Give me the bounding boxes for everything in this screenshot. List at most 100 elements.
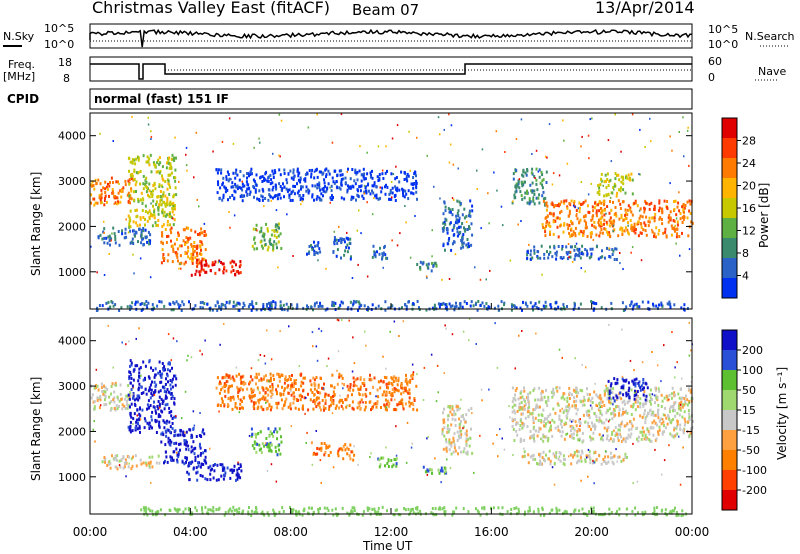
heatmap-cell <box>331 176 334 180</box>
heatmap-cell <box>405 373 407 377</box>
heatmap-cell <box>573 257 576 261</box>
heatmap-cell <box>611 455 614 459</box>
heatmap-speckle <box>544 155 547 158</box>
heatmap-cell <box>243 303 246 307</box>
heatmap-cell <box>320 442 323 445</box>
heatmap-cell <box>301 395 304 399</box>
heatmap-cell <box>108 395 111 399</box>
heatmap-cell <box>336 452 339 456</box>
heatmap-speckle <box>142 196 144 199</box>
heatmap-cell <box>684 394 687 398</box>
heatmap-cell <box>680 400 683 404</box>
heatmap-cell <box>526 253 529 257</box>
heatmap-cell <box>338 406 340 410</box>
heatmap-cell <box>323 395 326 399</box>
nave-tick-top: 60 <box>708 55 722 68</box>
heatmap-cell <box>387 465 390 468</box>
heatmap-cell <box>660 218 663 221</box>
heatmap-cell <box>448 427 451 431</box>
heatmap-cell <box>194 506 197 510</box>
heatmap-cell <box>373 253 376 257</box>
heatmap-speckle <box>359 145 361 148</box>
heatmap-cell <box>567 227 570 231</box>
heatmap-cell <box>99 233 102 237</box>
heatmap-cell <box>262 377 265 381</box>
heatmap-cell <box>270 391 273 394</box>
heatmap-cell <box>174 186 177 190</box>
heatmap-cell <box>253 440 256 444</box>
heatmap-cell <box>272 508 275 512</box>
heatmap-cell <box>562 256 565 260</box>
heatmap-cell <box>261 397 264 401</box>
heatmap-cell <box>278 193 281 196</box>
heatmap-speckle <box>610 160 613 163</box>
heatmap-cell <box>166 374 169 378</box>
heatmap-cell <box>605 179 608 183</box>
heatmap-cell <box>177 433 179 437</box>
heatmap-cell <box>153 210 156 214</box>
heatmap-cell <box>286 181 289 185</box>
heatmap-cell <box>579 428 581 432</box>
heatmap-cell <box>97 178 100 182</box>
heatmap-cell <box>439 302 442 306</box>
heatmap-cell <box>254 188 257 192</box>
heatmap-cell <box>655 396 658 400</box>
heatmap-cell <box>233 468 236 472</box>
heatmap-cell <box>241 400 243 403</box>
heatmap-cell <box>315 452 317 456</box>
heatmap-cell <box>112 226 115 230</box>
heatmap-speckle <box>515 138 518 140</box>
heatmap-speckle <box>107 182 109 185</box>
heatmap-cell <box>165 455 168 459</box>
heatmap-cell <box>639 214 642 218</box>
heatmap-speckle <box>493 171 495 174</box>
heatmap-cell <box>450 423 453 427</box>
heatmap-speckle <box>179 263 181 266</box>
heatmap-cell <box>279 185 282 188</box>
heatmap-cell <box>332 250 335 254</box>
heatmap-cell <box>164 429 167 433</box>
heatmap-cell <box>340 404 343 408</box>
heatmap-cell <box>552 387 555 391</box>
heatmap-speckle <box>173 213 175 216</box>
heatmap-cell <box>638 216 641 220</box>
heatmap-cell <box>676 227 679 231</box>
heatmap-cell <box>281 308 284 312</box>
heatmap-cell <box>614 413 617 417</box>
heatmap-cell <box>291 198 294 202</box>
heatmap-speckle <box>292 255 294 257</box>
heatmap-cell <box>660 422 663 426</box>
heatmap-speckle <box>217 261 219 264</box>
heatmap-cell <box>162 242 164 246</box>
heatmap-cell <box>583 395 586 399</box>
heatmap-cell <box>93 407 96 411</box>
heatmap-cell <box>138 396 141 400</box>
heatmap-cell <box>446 308 449 312</box>
heatmap-cell <box>645 402 647 405</box>
heatmap-cell <box>285 397 288 401</box>
heatmap-cell <box>462 233 465 236</box>
heatmap-cell <box>650 402 652 406</box>
heatmap-cell <box>304 177 307 181</box>
heatmap-cell <box>687 234 690 238</box>
heatmap-cell <box>597 257 600 261</box>
heatmap-cell <box>318 405 321 409</box>
heatmap-cell <box>465 429 468 433</box>
heatmap-cell <box>104 191 107 194</box>
heatmap-cell <box>273 195 276 199</box>
heatmap-cell <box>129 225 132 229</box>
heatmap-cell <box>664 230 667 234</box>
heatmap-speckle <box>609 196 612 199</box>
heatmap-cell <box>279 232 282 236</box>
heatmap-cell <box>444 248 446 252</box>
heatmap-cell <box>255 450 258 454</box>
heatmap-cell <box>545 435 548 439</box>
heatmap-cell <box>382 456 385 460</box>
heatmap-cell <box>216 404 219 407</box>
heatmap-cell <box>215 508 218 512</box>
heatmap-cell <box>371 176 374 180</box>
heatmap-cell <box>653 216 656 220</box>
heatmap-cell <box>528 402 530 406</box>
heatmap-cell <box>589 399 592 403</box>
heatmap-cell <box>240 186 242 190</box>
